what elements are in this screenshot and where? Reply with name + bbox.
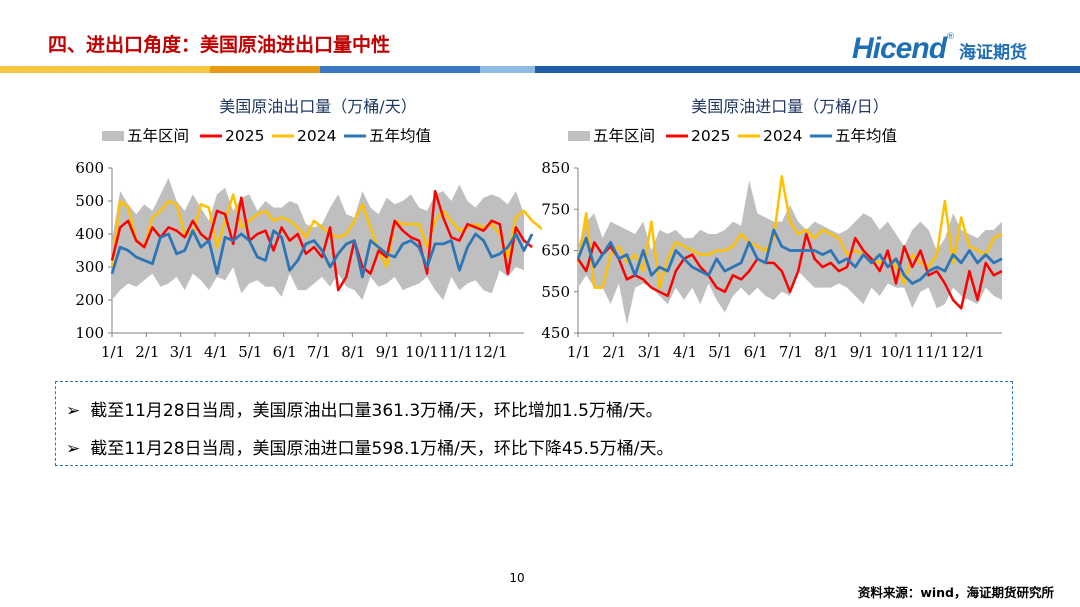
export-legend-swatch-range: [102, 131, 124, 141]
export-x-tick-label-4: 5/1: [238, 343, 262, 361]
export-x-tick-label-0: 1/1: [101, 343, 125, 361]
header-bar-segment-2: [210, 66, 320, 73]
export-y-tick-label-2: 300: [75, 258, 104, 276]
import-x-tick-label-8: 9/1: [850, 343, 874, 361]
source-note: 资料来源：wind，海证期货研究所: [857, 585, 1054, 600]
import-legend-label-1: 2025: [691, 127, 730, 145]
import-x-tick-label-3: 4/1: [673, 343, 697, 361]
import-x-tick-label-0: 1/1: [567, 343, 591, 361]
header-color-bar: [0, 66, 1080, 73]
import-y-tick-label-0: 450: [541, 324, 570, 342]
export-y-tick-label-3: 400: [75, 225, 104, 243]
import-chart: 美国原油进口量（万桶/日） 五年区间 2025 2024 五年均值 450 550 650 75…: [530, 92, 1020, 372]
export-chart-title: 美国原油出口量（万桶/天）: [219, 97, 416, 116]
export-y-tick-label-5: 600: [75, 159, 104, 177]
import-x-tick-label-4: 5/1: [708, 343, 732, 361]
note-import-text: 截至11月28日当周，美国原油进口量598.1万桶/天，环比下降45.5万桶/天…: [90, 439, 674, 459]
note-export-text: 截至11月28日当周，美国原油出口量361.3万桶/天，环比增加1.5万桶/天。: [90, 401, 663, 421]
import-x-tick-label-5: 6/1: [744, 343, 768, 361]
import-y-tick-label-2: 650: [541, 242, 570, 260]
header-bar-segment-1: [0, 66, 210, 73]
import-x-tick-label-6: 7/1: [779, 343, 803, 361]
export-x-tick-label-8: 9/1: [376, 343, 400, 361]
import-series-y2024-line: [576, 175, 1003, 289]
page-title: 四、进出口角度：美国原油进出口量中性: [48, 34, 391, 56]
export-y-tick-label-0: 100: [75, 324, 104, 342]
logo-text: Hicend: [852, 32, 947, 65]
note-export: ➢ 截至11月28日当周，美国原油出口量361.3万桶/天，环比增加1.5万桶/天…: [66, 396, 663, 421]
import-legend-swatch-range: [568, 131, 590, 141]
import-x-tick-label-2: 3/1: [638, 343, 662, 361]
header-bar-segment-4: [480, 66, 535, 73]
import-legend-label-2: 2024: [763, 127, 802, 145]
export-x-tick-label-1: 2/1: [135, 343, 159, 361]
import-x-tick-label-1: 2/1: [602, 343, 626, 361]
import-chart-title: 美国原油进口量（万桶/日）: [691, 97, 888, 116]
export-y-tick-label-1: 200: [75, 291, 104, 309]
header-bar-segment-3: [320, 66, 480, 73]
note-import: ➢ 截至11月28日当周，美国原油进口量598.1万桶/天，环比下降45.5万桶/…: [66, 434, 674, 459]
import-x-tick-label-10: 11/1: [915, 343, 949, 361]
export-y-tick-label-4: 500: [75, 192, 104, 210]
page-number: 10: [509, 571, 525, 585]
export-x-tick-label-3: 4/1: [204, 343, 228, 361]
export-legend-label-1: 2025: [225, 127, 264, 145]
import-series-y2025-line: [576, 232, 1003, 310]
export-x-tick-label-9: 10/1: [405, 343, 439, 361]
export-series-avg-line: [110, 229, 534, 279]
import-x-tick-label-7: 8/1: [814, 343, 838, 361]
export-x-tick-label-10: 11/1: [439, 343, 473, 361]
export-chart-svg: 美国原油出口量（万桶/天） 五年区间 2025 2024 五年均值 100 200 300 40…: [75, 97, 542, 361]
export-x-tick-label-2: 3/1: [170, 343, 194, 361]
import-legend-label-0: 五年区间: [593, 127, 655, 145]
header-bar-segment-5: [535, 66, 1080, 73]
export-x-tick-label-5: 6/1: [273, 343, 297, 361]
export-x-tick-label-11: 12/1: [474, 343, 508, 361]
import-series-avg-line: [576, 228, 1003, 285]
note-bullet-icon: ➢: [66, 401, 81, 421]
export-chart: 美国原油出口量（万桶/天） 五年区间 2025 2024 五年均值 100 200 300 40…: [62, 92, 542, 372]
notes-box: ➢ 截至11月28日当周，美国原油出口量361.3万桶/天，环比增加1.5万桶/天…: [55, 381, 1013, 466]
export-legend-label-2: 2024: [297, 127, 336, 145]
import-y-tick-label-4: 850: [541, 159, 570, 177]
import-x-tick-label-11: 12/1: [951, 343, 985, 361]
import-x-tick-label-9: 10/1: [880, 343, 914, 361]
export-x-tick-label-7: 8/1: [341, 343, 365, 361]
import-legend-label-3: 五年均值: [835, 127, 897, 145]
import-chart-svg: 美国原油进口量（万桶/日） 五年区间 2025 2024 五年均值 450 550 650 75…: [541, 97, 1003, 361]
import-series-range-area: [578, 180, 1002, 325]
logo-cn-text: 海证期货: [959, 43, 1028, 63]
export-series-range-area: [112, 177, 524, 300]
export-series-y2025-line: [110, 189, 533, 292]
note-bullet-icon: ➢: [66, 439, 81, 459]
brand-logo: Hicend®海证期货: [852, 32, 1028, 65]
export-legend-label-0: 五年区间: [127, 127, 189, 145]
import-y-tick-label-1: 550: [541, 283, 570, 301]
import-y-tick-label-3: 750: [541, 200, 570, 218]
export-legend-label-3: 五年均值: [369, 127, 431, 145]
export-x-tick-label-6: 7/1: [307, 343, 331, 361]
